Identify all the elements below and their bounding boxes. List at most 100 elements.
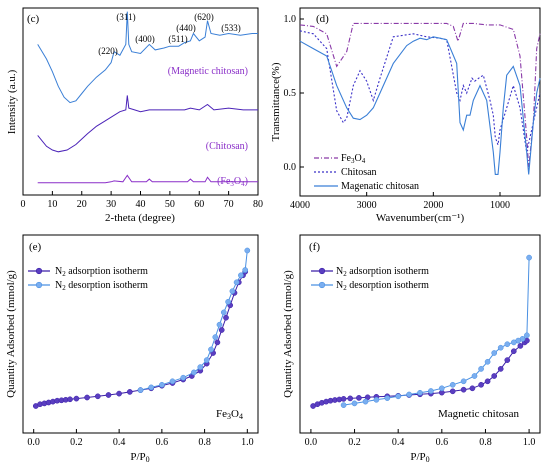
desorption-point <box>478 366 484 372</box>
desorption-point <box>212 334 219 340</box>
adsorption-point <box>504 357 511 363</box>
desorption-point <box>238 272 244 279</box>
panel-f-legend: N2 adsorption isotherm N2 desorption iso… <box>311 266 429 292</box>
desorption-point <box>197 364 204 370</box>
desorption-point <box>180 374 187 381</box>
x-tick-label: 0.0 <box>27 437 40 448</box>
desorption-point <box>491 350 498 356</box>
x-tick-label: 0.0 <box>305 437 318 448</box>
series-magnetic-chitosan <box>37 11 258 104</box>
series-fe3o4 <box>37 174 258 184</box>
adsorption-point <box>469 385 476 392</box>
desorption-point <box>428 388 434 394</box>
x-tick-label: 80 <box>253 199 263 210</box>
x-tick-label: 0.6 <box>436 437 449 448</box>
series-desorption-line <box>140 250 248 391</box>
desorption-point <box>216 321 223 328</box>
desorption-point <box>233 279 240 286</box>
desorption-point <box>406 391 412 398</box>
desorption-point <box>191 369 197 376</box>
y-tick-label: 0.5 <box>284 88 297 99</box>
desorption-point <box>148 384 155 391</box>
x-tick-label: 0.4 <box>392 437 405 448</box>
adsorption-point <box>491 373 498 379</box>
panel-d-series <box>299 22 541 175</box>
x-tick-label: 2000 <box>423 200 443 211</box>
legend-label-e-adsorption: N2 adsorption isotherm <box>55 266 148 278</box>
series-fe3o4 <box>299 22 541 168</box>
x-tick-label: 40 <box>136 199 146 210</box>
desorption-point <box>225 298 231 305</box>
panel-f-label: (f) <box>309 241 320 253</box>
peak-label-400: (400) <box>135 34 155 44</box>
adsorption-point <box>84 394 90 401</box>
adsorption-point <box>340 396 347 402</box>
panel-d-label: (d) <box>316 13 329 25</box>
panel-e-series <box>32 247 251 409</box>
panel-c-label: (c) <box>27 13 40 25</box>
desorption-point <box>373 396 380 403</box>
peak-label-620: (620) <box>194 12 214 22</box>
x-tick-label: 0.4 <box>113 437 126 448</box>
desorption-point <box>395 393 402 400</box>
desorption-point <box>471 373 478 379</box>
desorption-point <box>449 381 456 388</box>
adsorption-point <box>484 378 491 385</box>
panel-e-legend: N2 adsorption isotherm N2 desorption iso… <box>28 266 148 292</box>
panel-d-frame <box>299 7 541 197</box>
desorption-point <box>362 398 369 405</box>
panel-f-frame <box>299 234 541 434</box>
panel-d-ylabel: Transmittance(%) <box>270 62 282 141</box>
adsorption-point <box>67 396 73 403</box>
panel-e-label: (e) <box>29 241 42 253</box>
adsorption-point <box>510 348 517 355</box>
x-tick-label: 20 <box>77 199 87 210</box>
panel-f: (f) 0.0 0.2 0.4 0.6 0.8 1.0 P/P0 Quantity Ads… <box>282 234 541 464</box>
adsorption-point <box>517 343 524 349</box>
desorption-point <box>484 358 491 365</box>
desorption-point <box>229 288 236 295</box>
panel-e-ylabel: Quantity Adsorbed (mmol/g) <box>5 270 17 398</box>
adsorption-point <box>449 388 456 395</box>
adsorption-point <box>356 395 362 401</box>
desorption-point <box>417 389 423 396</box>
desorption-point <box>244 247 251 254</box>
y-tick-label: 1.0 <box>284 14 297 25</box>
curve-label-fe3o4: (Fe3O4) <box>217 176 248 188</box>
panel-f-x-ticks: 0.0 0.2 0.4 0.6 0.8 1.0 <box>305 429 535 448</box>
desorption-point <box>137 387 144 393</box>
adsorption-point <box>223 314 229 321</box>
desorption-point <box>524 332 530 339</box>
panel-c-ylabel: Intensity (a.u.) <box>6 69 18 134</box>
legend-label-f-desorption: N2 desorption isotherm <box>336 280 429 292</box>
adsorption-point <box>347 395 354 402</box>
x-tick-label: 10 <box>47 199 57 210</box>
panel-d-y-ticks: 0.0 0.5 1.0 <box>284 14 304 173</box>
adsorption-point <box>214 339 221 346</box>
adsorption-point <box>460 386 467 393</box>
panel-e-sample-label: Fe3O4 <box>216 408 243 421</box>
series-chitosan <box>37 95 258 153</box>
panel-c-x-ticks: 0 10 20 30 40 50 60 70 80 <box>21 191 263 210</box>
curve-label-magnetic-chitosan: (Magnetic chitosan) <box>168 66 248 77</box>
legend-label-f-adsorption: N2 adsorption isotherm <box>336 266 429 278</box>
adsorption-point <box>105 392 112 398</box>
x-tick-label: 1.0 <box>241 437 254 448</box>
panel-d-x-ticks: 4000 3000 2000 1000 <box>290 192 510 211</box>
desorption-point <box>242 267 249 273</box>
desorption-point <box>169 378 176 385</box>
panel-e-frame <box>22 234 259 434</box>
adsorption-point <box>94 393 101 400</box>
legend-marker-f-adsorption <box>318 267 326 275</box>
panel-f-xlabel: P/P0 <box>410 451 429 464</box>
panel-e: (e) 0.0 0.2 0.4 0.6 0.8 1.0 P/P0 Quantity Ads… <box>5 234 259 464</box>
desorption-point <box>384 395 391 401</box>
panel-c-series <box>37 11 258 184</box>
panel-c: (c) 0 10 20 30 40 50 60 70 80 2-theta (degree) I… <box>6 7 263 224</box>
desorption-point <box>510 339 517 346</box>
legend-label-chitosan: Chitosan <box>341 167 377 178</box>
y-tick-label: 0.0 <box>284 162 297 173</box>
adsorption-point <box>126 389 133 395</box>
desorption-point <box>504 341 511 348</box>
